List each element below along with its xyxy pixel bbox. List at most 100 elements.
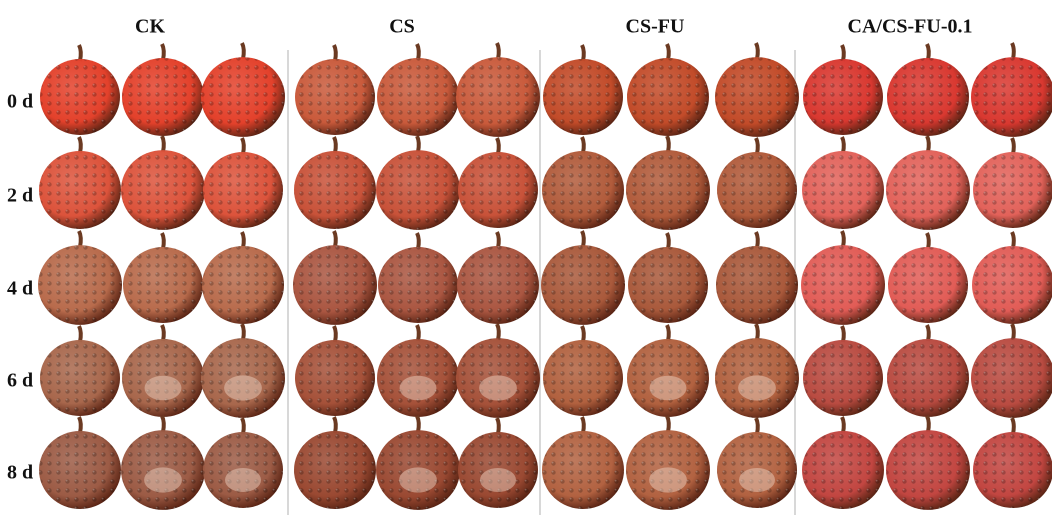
fruit-texture <box>801 245 885 325</box>
lychee <box>627 43 709 136</box>
row-label: 2 d <box>7 185 33 207</box>
lychee <box>717 137 797 228</box>
stem <box>1010 231 1016 249</box>
lychee <box>973 137 1052 228</box>
stem <box>495 231 501 249</box>
fruit-texture <box>886 150 970 230</box>
fruit-texture <box>121 150 205 230</box>
browning-patch <box>739 468 775 492</box>
lychee <box>803 44 883 135</box>
lychee <box>39 136 121 229</box>
stem <box>840 325 846 343</box>
lychee <box>715 42 799 137</box>
stem <box>665 324 671 342</box>
stem <box>240 231 246 249</box>
lychee <box>457 231 539 324</box>
stem <box>580 44 586 62</box>
fruit-texture <box>543 340 623 416</box>
lychee <box>203 417 283 508</box>
lychee <box>802 136 884 229</box>
browning-patch <box>649 467 687 493</box>
lychee <box>39 416 121 509</box>
lychee <box>122 43 204 136</box>
stem <box>77 136 83 154</box>
lychee <box>377 324 459 417</box>
lychee <box>295 44 375 135</box>
lychee <box>201 323 285 418</box>
row-label: 8 d <box>7 462 33 484</box>
fruit-texture <box>626 430 710 510</box>
fruit-texture <box>971 57 1052 137</box>
lychee <box>972 231 1052 324</box>
stem <box>240 417 246 435</box>
fruit-texture <box>123 247 203 323</box>
stem <box>332 230 338 248</box>
stem <box>1010 42 1016 60</box>
lychee <box>121 415 205 510</box>
stem <box>415 43 421 61</box>
browning-patch <box>144 467 182 493</box>
column-header: CS-FU <box>626 16 685 38</box>
fruit-texture <box>886 430 970 510</box>
column-header: CA/CS-FU-0.1 <box>848 16 973 38</box>
stem <box>77 325 83 343</box>
browning-patch <box>399 375 437 401</box>
fruit-texture <box>802 431 884 509</box>
fruit-texture <box>973 152 1052 228</box>
stem <box>754 231 760 249</box>
fruit-texture <box>715 338 799 418</box>
fruit-texture <box>122 58 204 136</box>
stem <box>160 43 166 61</box>
lychee <box>627 324 709 417</box>
stem <box>240 137 246 155</box>
fruit-texture <box>717 432 797 508</box>
fruit-texture <box>293 245 377 325</box>
browning-patch <box>479 375 517 401</box>
fruit-texture <box>203 152 283 228</box>
lychee <box>378 232 458 323</box>
lychee <box>541 230 625 325</box>
fruit-texture <box>294 431 376 509</box>
lychee <box>626 135 710 230</box>
fruit-texture <box>377 58 459 136</box>
fruit-texture <box>40 59 120 135</box>
stem <box>240 42 246 60</box>
fruit-texture <box>40 340 120 416</box>
browning-patch <box>738 375 776 401</box>
stem <box>1010 323 1016 341</box>
fruit-texture <box>888 247 968 323</box>
lychee <box>376 415 460 510</box>
lychee <box>628 232 708 323</box>
row-label: 0 d <box>7 91 33 113</box>
lychee <box>294 136 376 229</box>
stem <box>580 136 586 154</box>
column-header: CK <box>135 16 165 38</box>
lychee <box>121 135 205 230</box>
stem <box>840 230 846 248</box>
lychee <box>458 417 538 508</box>
stem <box>415 324 421 342</box>
stem <box>754 137 760 155</box>
fruit-texture <box>376 150 460 230</box>
fruit-texture <box>542 151 624 229</box>
lychee <box>542 136 624 229</box>
fruit-texture <box>39 151 121 229</box>
lychee <box>377 43 459 136</box>
stem <box>580 416 586 434</box>
lychee <box>715 323 799 418</box>
stem <box>840 416 846 434</box>
row-label: 4 d <box>7 278 33 300</box>
stem <box>925 324 931 342</box>
stem <box>415 135 421 153</box>
stem <box>1010 417 1016 435</box>
fruit-texture <box>971 338 1052 418</box>
fruit-texture <box>376 430 460 510</box>
stem <box>665 135 671 153</box>
lychee <box>295 325 375 416</box>
stem <box>332 136 338 154</box>
stem <box>332 325 338 343</box>
lychee <box>203 137 283 228</box>
fruit-texture <box>627 58 709 136</box>
lychee <box>543 325 623 416</box>
